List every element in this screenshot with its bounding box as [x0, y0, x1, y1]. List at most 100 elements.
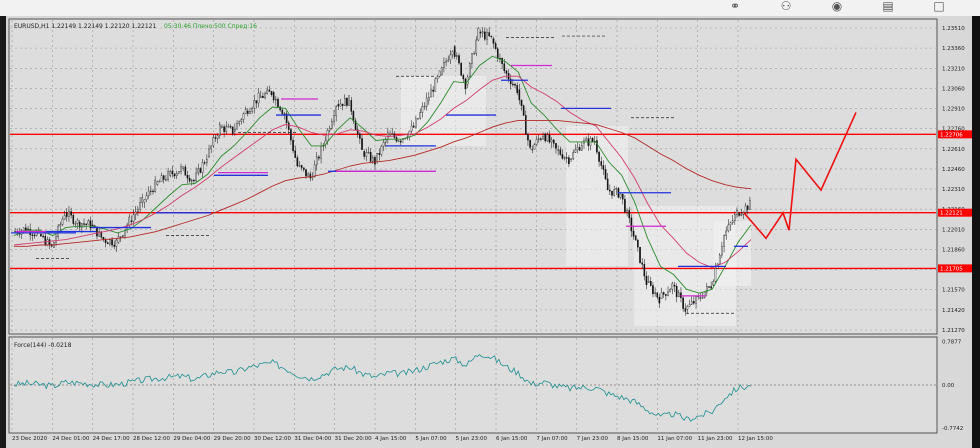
candle-body [438, 70, 441, 77]
main-plot-area[interactable] [8, 18, 938, 335]
candle-body [249, 111, 251, 114]
candle-body [96, 226, 98, 237]
candle-body [481, 31, 484, 34]
candle-body [134, 211, 137, 215]
candle-body [453, 46, 456, 57]
candle-body [518, 89, 521, 101]
candle-body [100, 231, 103, 238]
candle-body [128, 216, 131, 226]
candle-body [315, 156, 318, 166]
candle-body [150, 190, 152, 193]
candle-body [468, 63, 471, 78]
link-icon[interactable]: ⚭ [729, 0, 741, 13]
x-tick-label: 4 Jan 15:00 [375, 436, 407, 442]
candle-body [688, 303, 691, 307]
candle-body [563, 157, 566, 159]
y-tick-label: 1.22310 [942, 187, 965, 193]
candle-body [572, 152, 575, 160]
eye-icon[interactable]: ◉ [831, 0, 843, 13]
candle-body [91, 224, 94, 227]
candle-body [555, 143, 557, 149]
candle-body [311, 176, 314, 179]
candle-body [535, 139, 538, 145]
candle-body [309, 173, 312, 179]
candle-body [279, 106, 281, 111]
candle-body [184, 166, 187, 176]
candle-body [615, 188, 618, 190]
candle-body [266, 89, 269, 94]
force-indicator [13, 354, 752, 422]
grid [10, 20, 936, 432]
trading-chart[interactable]: 1.23510 1.23360 1.23210 1.23060 1.22910 1.227… [6, 16, 972, 448]
y-tick-label: 1.21270 [942, 328, 965, 334]
candle-body [197, 168, 200, 174]
candle-body [208, 148, 210, 157]
candle-body [736, 210, 738, 215]
candle-body [624, 198, 626, 213]
x-tick-label: 7 Jan 23:00 [577, 436, 609, 442]
candle-body [290, 129, 292, 141]
candle-body [639, 246, 641, 263]
candle-body [227, 126, 230, 128]
candle-body [257, 92, 260, 104]
candle-body [630, 217, 633, 232]
candle-body [611, 190, 613, 196]
candle-body [449, 54, 452, 61]
candle-body [721, 246, 723, 256]
candle-body [658, 296, 661, 304]
add-user-icon[interactable]: ⚇ [780, 0, 792, 13]
candle-body [89, 220, 92, 229]
candle-body [634, 235, 637, 241]
candle-body [236, 123, 238, 130]
candle-body [553, 139, 555, 144]
candle-body [178, 171, 180, 174]
candle-body [410, 125, 413, 132]
candle-body [412, 125, 415, 128]
candle-body [488, 32, 490, 37]
top-toolbar: ⚭ ⚇ ◉ ▤ □ [0, 0, 980, 16]
candle-body [417, 118, 419, 120]
trash-icon[interactable]: ▤ [882, 0, 894, 13]
candle-body [255, 100, 258, 104]
candle-body [63, 215, 66, 220]
candle-body [216, 135, 219, 139]
y-tick-label: 1.21570 [942, 288, 965, 294]
candle-body [570, 158, 572, 160]
candle-body [285, 113, 288, 124]
time-axis: 23 Dec 2020 24 Dec 01:00 24 Dec 17:00 28 De… [12, 436, 773, 442]
candle-body [460, 62, 462, 76]
candle-body [550, 139, 553, 143]
moving-average-line [14, 119, 752, 247]
candle-body [496, 48, 499, 59]
x-tick-label: 29 Dec 20:00 [214, 436, 251, 442]
candle-body [749, 200, 751, 210]
candle-body [632, 230, 635, 237]
candle-body [619, 193, 622, 198]
y-tick-label: 1.22760 [942, 127, 965, 133]
candle-body [628, 210, 631, 219]
candle-body [374, 157, 376, 165]
candle-body [264, 93, 266, 98]
candle-body [690, 301, 693, 305]
candle-body [234, 129, 236, 132]
candle-body [693, 301, 695, 304]
candle-body [425, 97, 428, 107]
candle-body [85, 223, 87, 225]
candle-body [210, 145, 212, 150]
candle-body [369, 151, 372, 162]
candle-body [42, 235, 44, 238]
square-icon[interactable]: □ [933, 0, 945, 13]
candle-body [76, 219, 79, 224]
candle-body [173, 173, 176, 177]
candle-body [343, 98, 346, 106]
candle-body [22, 227, 25, 231]
candle-body [287, 122, 290, 130]
indicator-plot-area[interactable] [8, 336, 938, 434]
candle-body [372, 157, 374, 162]
candle-body [723, 235, 725, 247]
candle-body [621, 193, 624, 200]
candle-body [225, 126, 228, 133]
candle-body [44, 235, 47, 246]
x-tick-label: 11 Jan 07:00 [657, 436, 692, 442]
candle-body [341, 103, 344, 106]
